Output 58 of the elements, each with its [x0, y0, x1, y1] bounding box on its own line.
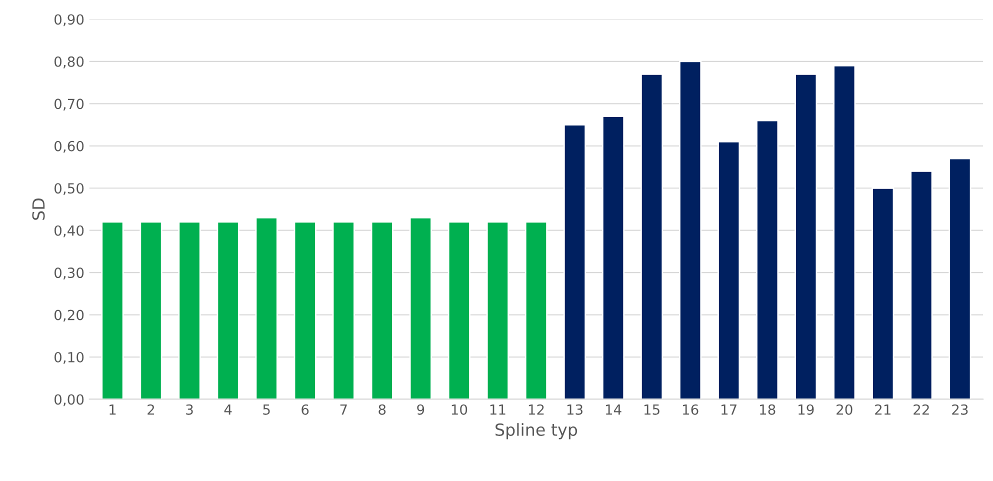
x-tick-label: 11: [490, 404, 506, 415]
x-tick-label: 14: [606, 404, 622, 415]
bar: [756, 120, 779, 400]
x-tick-label: 3: [186, 404, 193, 415]
y-tick-label: 0,70: [54, 98, 84, 111]
x-tick-label: 22: [914, 404, 929, 415]
bar: [910, 170, 933, 400]
bar: [833, 64, 856, 400]
y-tick-label: 0,80: [54, 56, 84, 68]
x-tick-label: 23: [952, 404, 968, 415]
y-tick-label: 0,20: [54, 310, 84, 322]
y-tick-label: 0,50: [54, 183, 84, 196]
bar: [216, 221, 240, 400]
bar: [332, 221, 355, 400]
x-tick-label: 1: [110, 404, 116, 415]
x-tick-label: 12: [528, 404, 544, 415]
x-tick-label: 4: [224, 404, 232, 415]
y-tick-label: 0,30: [54, 268, 84, 280]
bar: [140, 221, 162, 400]
bar: [409, 216, 432, 400]
bar: [679, 60, 702, 400]
bar: [794, 73, 818, 400]
x-tick-label: 7: [340, 404, 347, 415]
bar: [448, 221, 470, 400]
x-tick-label: 13: [567, 404, 582, 415]
bar: [178, 221, 201, 400]
y-tick-label: 0,60: [54, 140, 84, 153]
y-tick-label: 0,00: [54, 394, 84, 406]
x-tick-label: 17: [722, 404, 736, 415]
bar: [640, 73, 664, 400]
x-tick-label: 19: [798, 404, 814, 415]
x-tick-label: 15: [644, 404, 660, 415]
x-tick-label: 20: [836, 404, 852, 415]
y-tick-label: 0,40: [54, 225, 84, 238]
x-tick-label: 21: [875, 404, 890, 415]
x-axis-title: Spline typ: [496, 423, 578, 440]
x-tick-label: 9: [417, 404, 424, 415]
y-axis-title: SD: [32, 198, 45, 220]
y-tick-label: 0,90: [54, 14, 84, 26]
bar: [101, 221, 124, 400]
bar: [948, 158, 972, 400]
x-tick-label: 2: [148, 404, 154, 415]
bar: [486, 221, 509, 400]
bar: [602, 116, 625, 400]
x-tick-label: 18: [760, 404, 776, 415]
bar: [370, 221, 394, 400]
x-tick-label: 16: [682, 404, 698, 415]
x-tick-label: 6: [302, 404, 309, 415]
x-tick-label: 5: [263, 404, 270, 415]
bar: [872, 187, 894, 400]
bar: [294, 221, 316, 400]
bar: [563, 124, 586, 400]
x-tick-label: 8: [378, 404, 386, 415]
bar: [718, 140, 740, 400]
x-tick-label: 10: [452, 404, 468, 415]
bar: [524, 221, 548, 400]
y-tick-label: 0,10: [54, 352, 84, 364]
bar: [255, 216, 278, 400]
